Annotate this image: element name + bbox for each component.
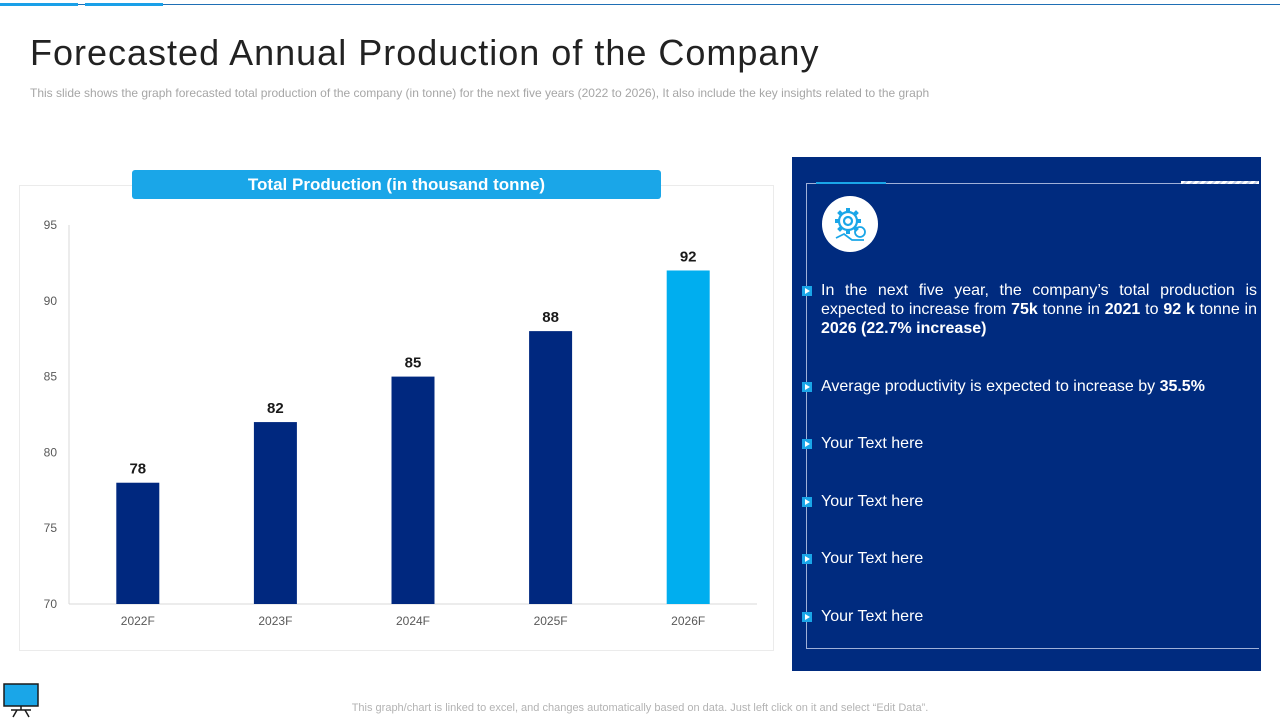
bullet-arrow-icon bbox=[802, 382, 812, 392]
insight-placeholder-4: Your Text here bbox=[821, 608, 924, 625]
bar bbox=[116, 482, 160, 604]
bullet-arrow-icon bbox=[802, 439, 812, 449]
data-label: 85 bbox=[405, 355, 422, 372]
insight-item-4: Your Text here bbox=[802, 492, 1257, 511]
insight-text-2: Average productivity is expected to incr… bbox=[821, 378, 1205, 395]
y-tick-label: 70 bbox=[44, 597, 58, 611]
panel-accent-hatched bbox=[1181, 181, 1259, 184]
x-tick-label: 2026F bbox=[671, 614, 705, 628]
data-label: 92 bbox=[680, 248, 697, 265]
top-accent-right bbox=[85, 3, 163, 6]
insight-item-6: Your Text here bbox=[802, 607, 1257, 626]
y-tick-label: 90 bbox=[44, 294, 58, 308]
page-subtitle: This slide shows the graph forecasted to… bbox=[30, 86, 930, 100]
insight-item-3: Your Text here bbox=[802, 434, 1257, 453]
x-tick-label: 2022F bbox=[121, 614, 155, 628]
insight-text-1: In the next five year, the company’s tot… bbox=[821, 282, 1258, 337]
x-tick-label: 2024F bbox=[396, 614, 430, 628]
x-tick-label: 2023F bbox=[258, 614, 292, 628]
bar bbox=[666, 270, 710, 604]
y-tick-label: 75 bbox=[44, 521, 58, 535]
insights-panel-border bbox=[806, 183, 1259, 649]
bar bbox=[253, 422, 297, 604]
bullet-arrow-icon bbox=[802, 497, 812, 507]
insight-item-1: In the next five year, the company’s tot… bbox=[802, 281, 1257, 338]
bar-chart[interactable]: 70 75 80 85 90 95 78 2022F 82 2023F 85 2024F 88 2025F… bbox=[0, 0, 780, 660]
bar bbox=[391, 376, 435, 604]
insight-item-5: Your Text here bbox=[802, 549, 1257, 568]
y-tick-label: 80 bbox=[44, 445, 58, 459]
bar bbox=[529, 331, 573, 604]
chart-title: Total Production (in thousand tonne) bbox=[132, 170, 661, 199]
panel-accent-blue bbox=[816, 182, 886, 184]
data-label: 82 bbox=[267, 400, 284, 417]
insight-item-2: Average productivity is expected to incr… bbox=[802, 377, 1257, 396]
top-accent-left bbox=[0, 3, 78, 6]
data-label: 88 bbox=[542, 309, 559, 326]
presentation-board-icon bbox=[3, 682, 39, 723]
bullet-arrow-icon bbox=[802, 554, 812, 564]
footer-note: This graph/chart is linked to excel, and… bbox=[351, 702, 929, 714]
bullet-arrow-icon bbox=[802, 286, 812, 296]
insight-placeholder-2: Your Text here bbox=[821, 493, 924, 510]
top-rule bbox=[0, 4, 1280, 5]
x-tick-label: 2025F bbox=[534, 614, 568, 628]
y-tick-label: 85 bbox=[44, 370, 58, 384]
bullet-arrow-icon bbox=[802, 612, 812, 622]
y-tick-label: 95 bbox=[44, 218, 58, 232]
gear-cog-icon bbox=[822, 196, 878, 252]
insight-placeholder-1: Your Text here bbox=[821, 435, 924, 452]
page-title: Forecasted Annual Production of the Comp… bbox=[30, 32, 820, 73]
data-label: 78 bbox=[129, 461, 146, 478]
insight-placeholder-3: Your Text here bbox=[821, 550, 924, 567]
